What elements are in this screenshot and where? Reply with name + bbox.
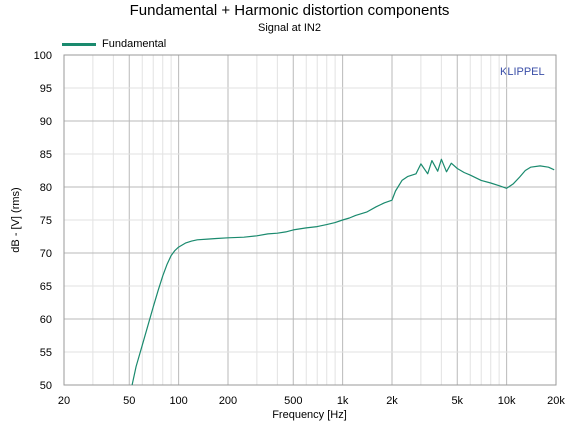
legend-swatch (62, 42, 96, 46)
series-line-fundamental (131, 158, 555, 386)
klippel-watermark: KLIPPEL (500, 66, 545, 78)
legend: Fundamental (62, 38, 166, 50)
x-tick-label: 10k (498, 395, 516, 407)
x-tick-label: 20k (547, 395, 565, 407)
y-tick-label: 100 (34, 50, 52, 62)
y-tick-label: 55 (40, 347, 52, 359)
x-tick-label: 20 (58, 395, 70, 407)
legend-label: Fundamental (102, 38, 167, 50)
y-tick-label: 60 (40, 314, 52, 326)
y-tick-label: 50 (40, 380, 52, 392)
x-tick-label: 1k (337, 395, 349, 407)
y-tick-label: 75 (40, 215, 52, 227)
y-tick-label: 90 (40, 116, 52, 128)
plot-frame (63, 54, 557, 386)
x-tick-label: 100 (169, 395, 187, 407)
x-tick-label: 500 (284, 395, 302, 407)
x-tick-label: 2k (386, 395, 398, 407)
x-tick-label: 200 (219, 395, 237, 407)
y-tick-label: 70 (40, 248, 52, 260)
y-tick-label: 95 (40, 83, 52, 95)
y-tick-label: 80 (40, 182, 52, 194)
y-tick-label: 85 (40, 149, 52, 161)
x-axis-label: Frequency [Hz] (272, 409, 347, 421)
chart-title: Fundamental + Harmonic distortion compon… (129, 2, 450, 19)
x-tick-label: 50 (123, 395, 135, 407)
y-tick-label: 65 (40, 281, 52, 293)
x-tick-label: 5k (451, 395, 463, 407)
chart-subtitle: Signal at IN2 (258, 22, 321, 34)
